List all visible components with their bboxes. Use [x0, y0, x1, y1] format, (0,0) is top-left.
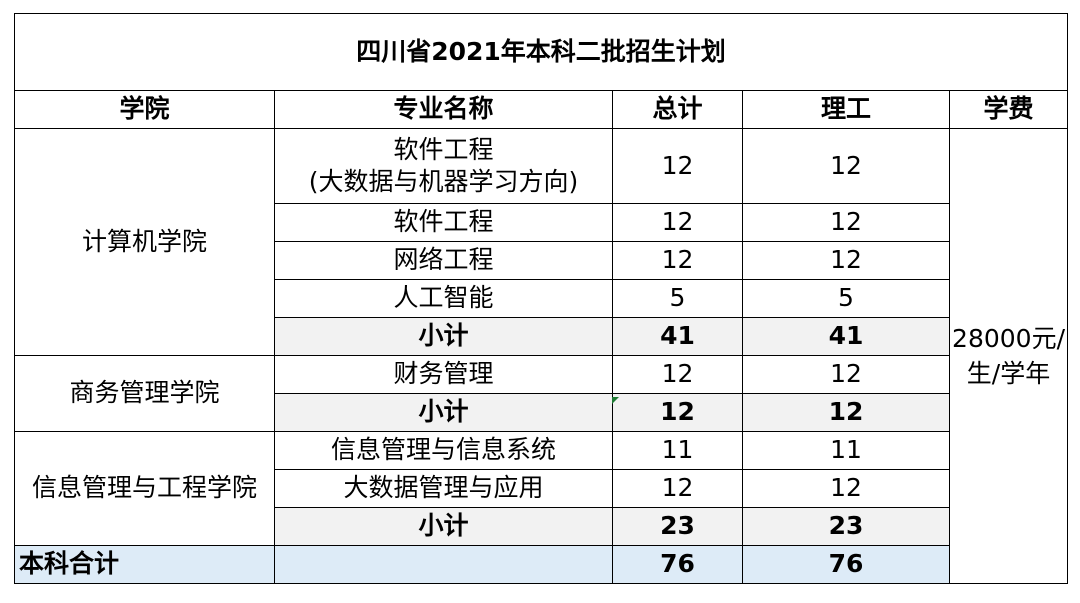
enrollment-plan-table: 四川省2021年本科二批招生计划 学院 专业名称 总计 理工 学费 计算机学院 … — [13, 13, 1069, 584]
total-cell[interactable]: 11 — [612, 431, 743, 470]
subtotal-row: 小计 41 41 — [15, 317, 1068, 356]
college-name[interactable]: 商务管理学院 — [14, 355, 275, 432]
major-name-line1: 软件工程 — [393, 134, 494, 164]
tuition-line1: 28000元/ — [952, 324, 1065, 353]
grand-total-science[interactable]: 76 — [742, 545, 950, 584]
header-tuition[interactable]: 学费 — [948, 90, 1069, 129]
major-name[interactable]: 软件工程 (大数据与机器学习方向) — [274, 128, 613, 204]
subtotal-science[interactable]: 41 — [742, 317, 950, 356]
major-name[interactable]: 大数据管理与应用 — [274, 469, 613, 508]
header-row: 学院 专业名称 总计 理工 学费 — [14, 90, 1069, 129]
header-science[interactable]: 理工 — [742, 90, 950, 129]
header-major[interactable]: 专业名称 — [274, 90, 613, 129]
subtotal-total[interactable]: 12 — [612, 393, 743, 432]
science-cell[interactable]: 5 — [742, 279, 950, 318]
cell-comment-marker — [612, 397, 619, 404]
major-name[interactable]: 人工智能 — [274, 279, 613, 318]
table-row: 商务管理学院 财务管理 12 12 — [14, 355, 1068, 432]
science-cell[interactable]: 12 — [742, 355, 950, 394]
total-cell[interactable]: 12 — [612, 355, 743, 394]
table-row: 信息管理与工程学院 信息管理与信息系统 11 11 — [14, 431, 1068, 546]
total-cell[interactable]: 12 — [612, 241, 743, 280]
subtotal-label[interactable]: 小计 — [274, 393, 613, 432]
total-cell[interactable]: 12 — [612, 203, 743, 242]
grand-total-total[interactable]: 76 — [612, 545, 743, 584]
subtotal-label[interactable]: 小计 — [274, 507, 613, 546]
table-title[interactable]: 四川省2021年本科二批招生计划 — [13, 13, 1069, 91]
major-name[interactable]: 财务管理 — [274, 355, 613, 394]
college-name[interactable]: 信息管理与工程学院 — [14, 431, 275, 546]
header-college[interactable]: 学院 — [14, 90, 275, 129]
major-name[interactable]: 信息管理与信息系统 — [274, 431, 613, 470]
table-row: 软件工程 12 12 — [15, 203, 1068, 242]
tuition-cell[interactable]: 28000元/ 生/学年 — [948, 128, 1069, 584]
subtotal-total[interactable]: 23 — [612, 507, 743, 546]
grand-total-row: 本科合计 76 76 — [14, 545, 1068, 584]
grand-total-major-cell[interactable] — [274, 545, 613, 584]
total-cell[interactable]: 12 — [612, 128, 743, 204]
science-cell[interactable]: 12 — [742, 241, 950, 280]
subtotal-total[interactable]: 41 — [612, 317, 743, 356]
table-row: 计算机学院 软件工程 (大数据与机器学习方向) 12 12 28000元/ 生/… — [14, 128, 1069, 584]
total-cell[interactable]: 5 — [612, 279, 743, 318]
college-name[interactable]: 计算机学院 — [14, 128, 275, 356]
header-total[interactable]: 总计 — [612, 90, 743, 129]
subtotal-science[interactable]: 23 — [742, 507, 950, 546]
major-name[interactable]: 软件工程 — [274, 203, 613, 242]
subtotal-science[interactable]: 12 — [742, 393, 950, 432]
science-cell[interactable]: 12 — [742, 128, 950, 204]
total-cell[interactable]: 12 — [612, 469, 743, 508]
major-name-line2: (大数据与机器学习方向) — [308, 167, 579, 196]
grand-total-label[interactable]: 本科合计 — [14, 545, 275, 584]
science-cell[interactable]: 11 — [742, 431, 950, 470]
tuition-line2: 生/学年 — [966, 359, 1051, 388]
subtotal-label[interactable]: 小计 — [274, 317, 613, 356]
major-name[interactable]: 网络工程 — [274, 241, 613, 280]
science-cell[interactable]: 12 — [742, 469, 950, 508]
subtotal-row: 小计 23 23 — [15, 507, 1068, 546]
science-cell[interactable]: 12 — [742, 203, 950, 242]
subtotal-row: 小计 12 12 — [15, 393, 1068, 432]
